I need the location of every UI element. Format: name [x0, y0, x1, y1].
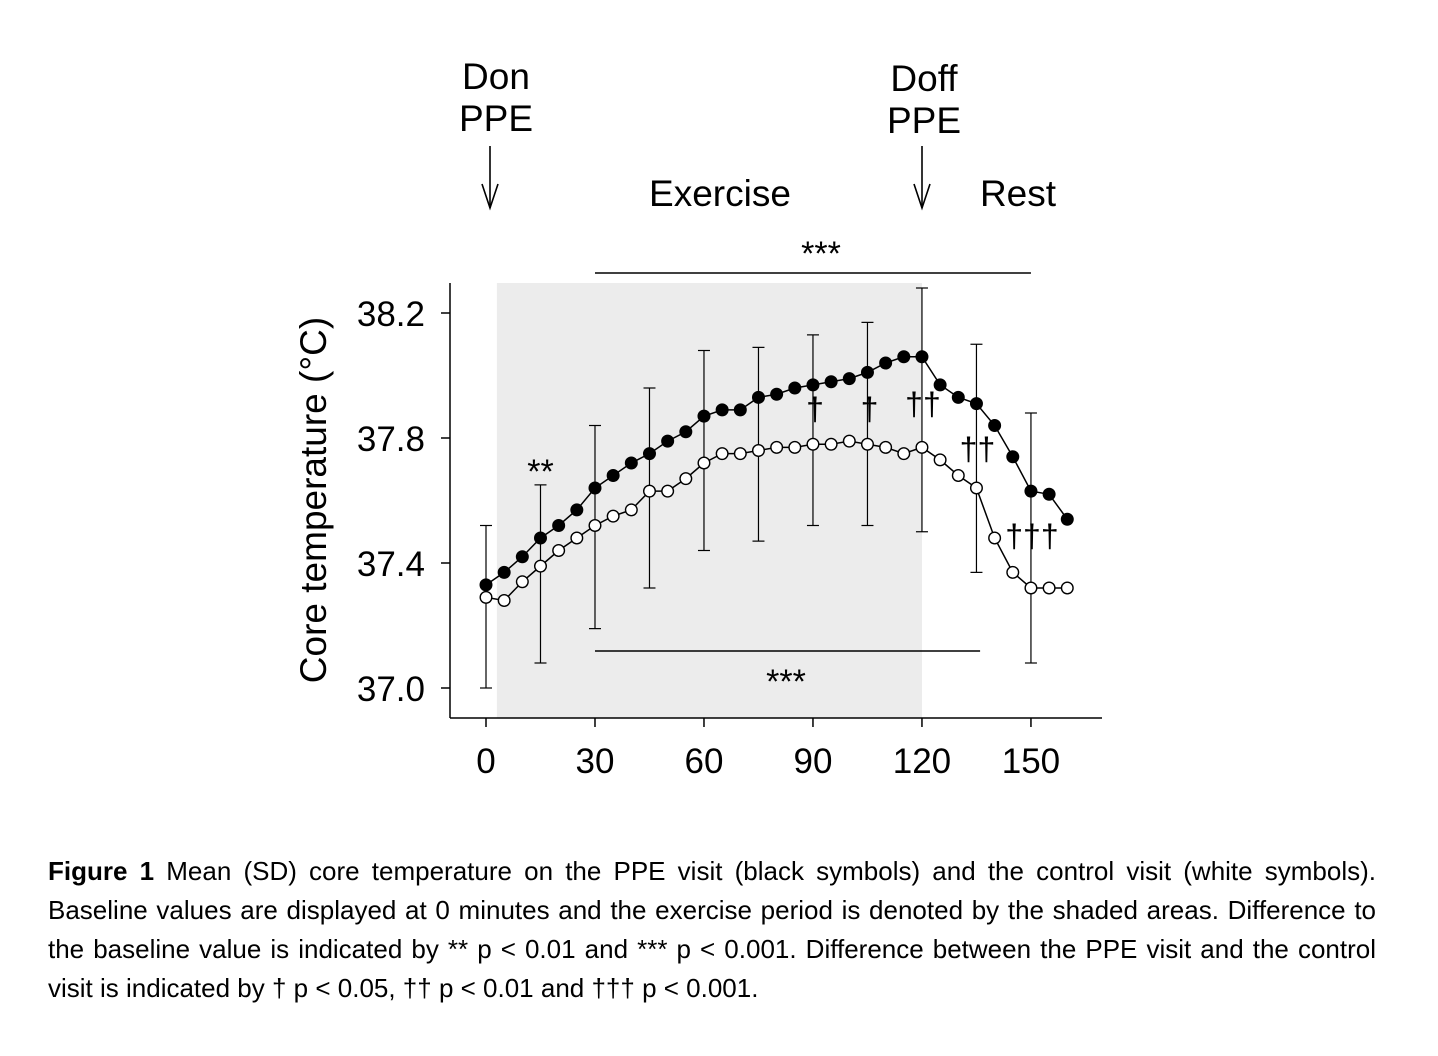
y-tick-label: 38.2	[357, 295, 425, 334]
data-point-white	[624, 503, 638, 517]
data-point-white	[879, 440, 893, 454]
don-label-line2: PPE	[459, 98, 533, 139]
data-point-black	[915, 350, 929, 364]
data-point-black	[642, 447, 656, 461]
data-point-black	[1060, 512, 1074, 526]
data-point-white	[788, 440, 802, 454]
don-arrow	[481, 146, 499, 211]
data-point-white	[661, 484, 675, 498]
data-point-white	[770, 440, 784, 454]
data-point-black	[733, 403, 747, 417]
caption-label: Figure 1	[48, 856, 155, 886]
data-point-black	[860, 365, 874, 379]
data-point-black	[951, 390, 965, 404]
data-point-white	[751, 444, 765, 458]
data-point-white	[697, 456, 711, 470]
x-tick-label: 0	[476, 742, 495, 781]
x-tick-label: 90	[794, 742, 833, 781]
data-point-black	[1042, 487, 1056, 501]
data-point-white	[588, 519, 602, 533]
top-significance-label: ***	[801, 235, 841, 273]
data-point-white	[479, 590, 493, 604]
data-point-black	[806, 378, 820, 392]
dagger-label: ††	[960, 431, 996, 467]
data-point-black	[1006, 450, 1020, 464]
data-point-black	[751, 390, 765, 404]
data-point-white	[606, 509, 620, 523]
data-point-white	[933, 453, 947, 467]
data-point-black	[588, 481, 602, 495]
data-point-white	[988, 531, 1002, 545]
bottom-significance-label: ***	[766, 663, 806, 701]
dagger-label: †	[806, 391, 824, 427]
data-point-black	[879, 356, 893, 370]
data-point-white	[915, 440, 929, 454]
data-point-black	[1024, 484, 1038, 498]
core-temperature-chart: 37.0 37.4 37.8 38.2 0 30 60 90 120 150 Core tempe…	[293, 56, 1102, 781]
data-point-black	[570, 503, 584, 517]
data-point-black	[933, 378, 947, 392]
exercise-label: Exercise	[649, 173, 791, 214]
data-point-black	[533, 531, 547, 545]
data-point-black	[624, 456, 638, 470]
data-point-white	[679, 472, 693, 486]
data-point-white	[806, 437, 820, 451]
data-point-white	[533, 559, 547, 573]
y-tick-label: 37.8	[357, 420, 425, 459]
data-point-black	[897, 350, 911, 364]
data-point-white	[715, 447, 729, 461]
data-point-black	[842, 372, 856, 386]
doff-label-line2: PPE	[887, 100, 961, 141]
y-tick-label: 37.0	[357, 670, 425, 709]
x-tick-label: 60	[685, 742, 724, 781]
y-axis-label: Core temperature (°C)	[293, 317, 334, 683]
figure-caption: Figure 1 Mean (SD) core temperature on t…	[48, 852, 1376, 1008]
data-point-white	[642, 484, 656, 498]
dagger-label: †††	[1005, 518, 1058, 554]
dagger-label: †	[861, 391, 879, 427]
data-point-white	[1024, 581, 1038, 595]
data-point-black	[770, 387, 784, 401]
doff-label-line1: Doff	[890, 58, 958, 99]
data-point-white	[515, 575, 529, 589]
don-label-line1: Don	[462, 56, 530, 97]
data-point-black	[788, 381, 802, 395]
data-point-black	[606, 469, 620, 483]
data-point-black	[479, 578, 493, 592]
data-point-white	[733, 447, 747, 461]
data-point-black	[552, 519, 566, 533]
data-point-white	[897, 447, 911, 461]
data-point-white	[951, 469, 965, 483]
caption-text: Mean (SD) core temperature on the PPE vi…	[48, 856, 1377, 1003]
data-point-black	[715, 403, 729, 417]
data-point-black	[824, 375, 838, 389]
data-point-white	[1060, 581, 1074, 595]
data-point-white	[497, 594, 511, 608]
data-point-white	[1006, 565, 1020, 579]
data-point-white	[570, 531, 584, 545]
exercise-shaded-region	[496, 283, 922, 718]
x-tick-label: 120	[893, 742, 951, 781]
data-point-black	[661, 434, 675, 448]
data-point-white	[552, 544, 566, 558]
data-point-black	[515, 550, 529, 564]
data-point-black	[697, 409, 711, 423]
y-tick-label: 37.4	[357, 545, 425, 584]
rest-label: Rest	[980, 173, 1057, 214]
doff-arrow	[913, 146, 931, 211]
data-point-black	[497, 565, 511, 579]
data-point-white	[842, 434, 856, 448]
data-point-black	[969, 397, 983, 411]
x-tick-label: 150	[1002, 742, 1060, 781]
data-point-black	[679, 425, 693, 439]
data-point-white	[824, 437, 838, 451]
dagger-label: ††	[905, 386, 941, 422]
data-point-white	[1042, 581, 1056, 595]
data-point-white	[860, 437, 874, 451]
baseline-significance-label: **	[527, 453, 553, 491]
data-point-white	[969, 481, 983, 495]
data-point-black	[988, 419, 1002, 433]
x-tick-label: 30	[576, 742, 615, 781]
